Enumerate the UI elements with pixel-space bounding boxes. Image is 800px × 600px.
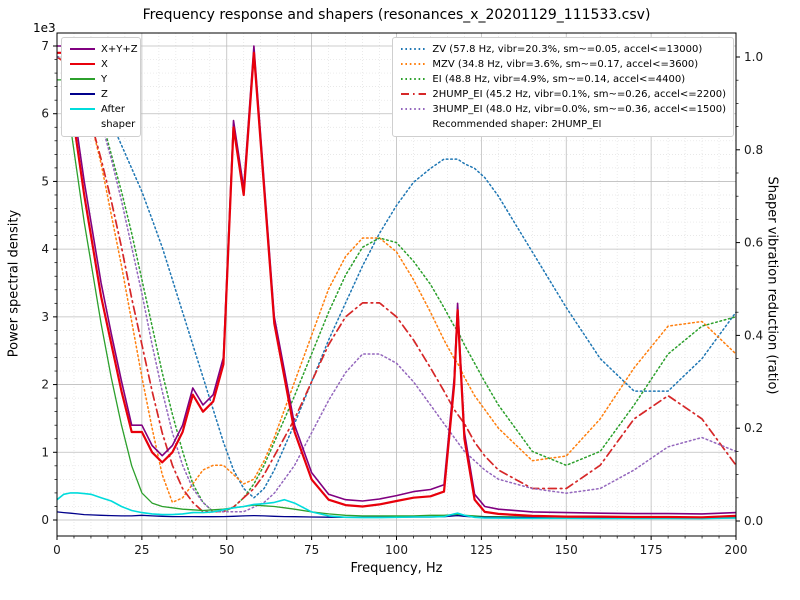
x-tick-label: 175 — [640, 543, 663, 557]
legend-label: 3HUMP_EI (48.0 Hz, vibr=0.0%, sm~=0.36, … — [432, 104, 726, 115]
legend-label: ZV (57.8 Hz, vibr=20.3%, sm~=0.05, accel… — [432, 44, 703, 55]
legend-label: X+Y+Z — [101, 44, 138, 55]
legend-psd: X+Y+Z X Y Z After shaper — [61, 37, 141, 137]
series-mzv — [57, 56, 736, 504]
legend-label: Y — [101, 74, 108, 85]
legend-line-sample — [401, 93, 427, 95]
series-ei — [57, 56, 736, 513]
legend-item: X+Y+Z — [69, 42, 138, 57]
y-right-tick-label: 0.6 — [744, 236, 763, 250]
y-right-tick-label: 0.4 — [744, 328, 763, 342]
legend-item: MZV (34.8 Hz, vibr=3.6%, sm~=0.17, accel… — [400, 57, 726, 72]
legend-item: 2HUMP_EI (45.2 Hz, vibr=0.1%, sm~=0.26, … — [400, 87, 726, 102]
y-left-tick-label: 6 — [41, 107, 49, 121]
x-tick-label: 200 — [725, 543, 748, 557]
legend-recommended-shaper: Recommended shaper: 2HUMP_EI — [432, 119, 602, 130]
series-y — [57, 79, 736, 519]
legend-line-sample — [401, 48, 427, 50]
series-x — [57, 51, 736, 519]
y-right-tick-label: 1.0 — [744, 50, 763, 64]
legend-shapers: ZV (57.8 Hz, vibr=20.3%, sm~=0.05, accel… — [392, 37, 734, 137]
x-tick-label: 25 — [134, 543, 149, 557]
legend-label: EI (48.8 Hz, vibr=4.9%, sm~=0.14, accel<… — [432, 74, 686, 85]
x-axis-label: Frequency, Hz — [350, 561, 443, 576]
legend-label: MZV (34.8 Hz, vibr=3.6%, sm~=0.17, accel… — [432, 59, 699, 70]
legend-item: X — [69, 57, 133, 72]
legend-label: 2HUMP_EI (45.2 Hz, vibr=0.1%, sm~=0.26, … — [432, 89, 726, 100]
series-zv — [57, 56, 736, 499]
series-2hump_ei — [57, 56, 736, 513]
legend-line-sample — [70, 108, 95, 110]
legend-item: Y — [69, 72, 133, 87]
y-axis-offset-text: 1e3 — [33, 21, 56, 35]
series-3hump_ei — [57, 56, 736, 513]
legend-item: EI (48.8 Hz, vibr=4.9%, sm~=0.14, accel<… — [400, 72, 726, 87]
legend-line-sample — [70, 93, 95, 95]
legend-line-sample — [401, 63, 427, 65]
x-tick-label: 50 — [219, 543, 234, 557]
y-right-tick-label: 0.0 — [744, 514, 763, 528]
legend-line-sample — [70, 63, 95, 65]
y-right-tick-label: 0.2 — [744, 421, 763, 435]
y-left-tick-label: 2 — [41, 378, 49, 392]
y-left-tick-label: 7 — [41, 39, 49, 53]
x-tick-label: 150 — [555, 543, 578, 557]
legend-item: After shaper — [69, 102, 136, 132]
series-x+y+z — [57, 45, 736, 515]
legend-item: Z — [69, 87, 133, 102]
legend-item: ZV (57.8 Hz, vibr=20.3%, sm~=0.05, accel… — [400, 42, 726, 57]
y-left-tick-label: 5 — [41, 174, 49, 188]
y-axis-label-left: Power spectral density — [6, 209, 22, 358]
y-left-tick-label: 0 — [41, 513, 49, 527]
chart-title: Frequency response and shapers (resonanc… — [142, 7, 651, 23]
y-axis-label-right: Shaper vibration reduction (ratio) — [764, 176, 780, 395]
y-left-tick-label: 1 — [41, 445, 49, 459]
series-group — [57, 45, 736, 520]
legend-line-sample — [70, 78, 95, 80]
legend-item: 3HUMP_EI (48.0 Hz, vibr=0.0%, sm~=0.36, … — [400, 102, 726, 117]
legend-line-sample — [70, 48, 95, 50]
series-after — [57, 492, 736, 520]
legend-line-sample — [401, 78, 427, 80]
legend-label: After shaper — [101, 104, 136, 130]
legend-line-sample — [401, 108, 427, 110]
y-left-tick-label: 3 — [41, 310, 49, 324]
y-left-tick-label: 4 — [41, 242, 49, 256]
x-tick-label: 125 — [470, 543, 493, 557]
x-tick-label: 0 — [53, 543, 61, 557]
x-tick-label: 100 — [385, 543, 408, 557]
legend-label: Z — [101, 89, 108, 100]
y-right-tick-label: 0.8 — [744, 143, 763, 157]
x-tick-label: 75 — [304, 543, 319, 557]
legend-label: X — [101, 59, 108, 70]
